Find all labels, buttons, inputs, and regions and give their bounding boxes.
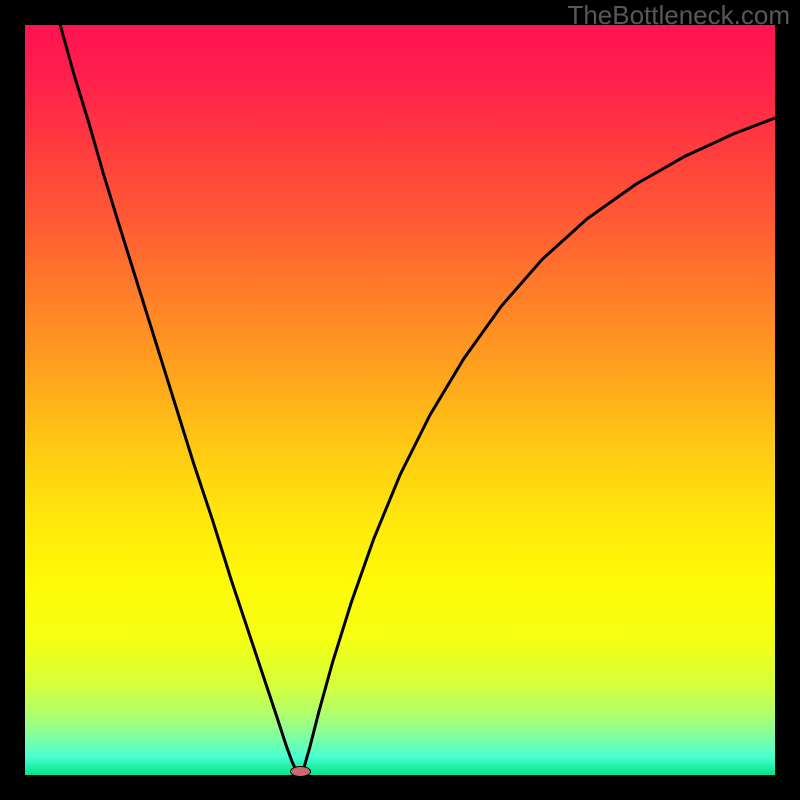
bottleneck-curve <box>25 25 775 775</box>
optimal-point-marker <box>290 766 311 777</box>
watermark-text: TheBottleneck.com <box>567 0 790 31</box>
curve-left-branch <box>60 25 299 775</box>
plot-area <box>25 25 775 775</box>
curve-right-branch <box>300 118 775 775</box>
chart-frame: TheBottleneck.com <box>0 0 800 800</box>
